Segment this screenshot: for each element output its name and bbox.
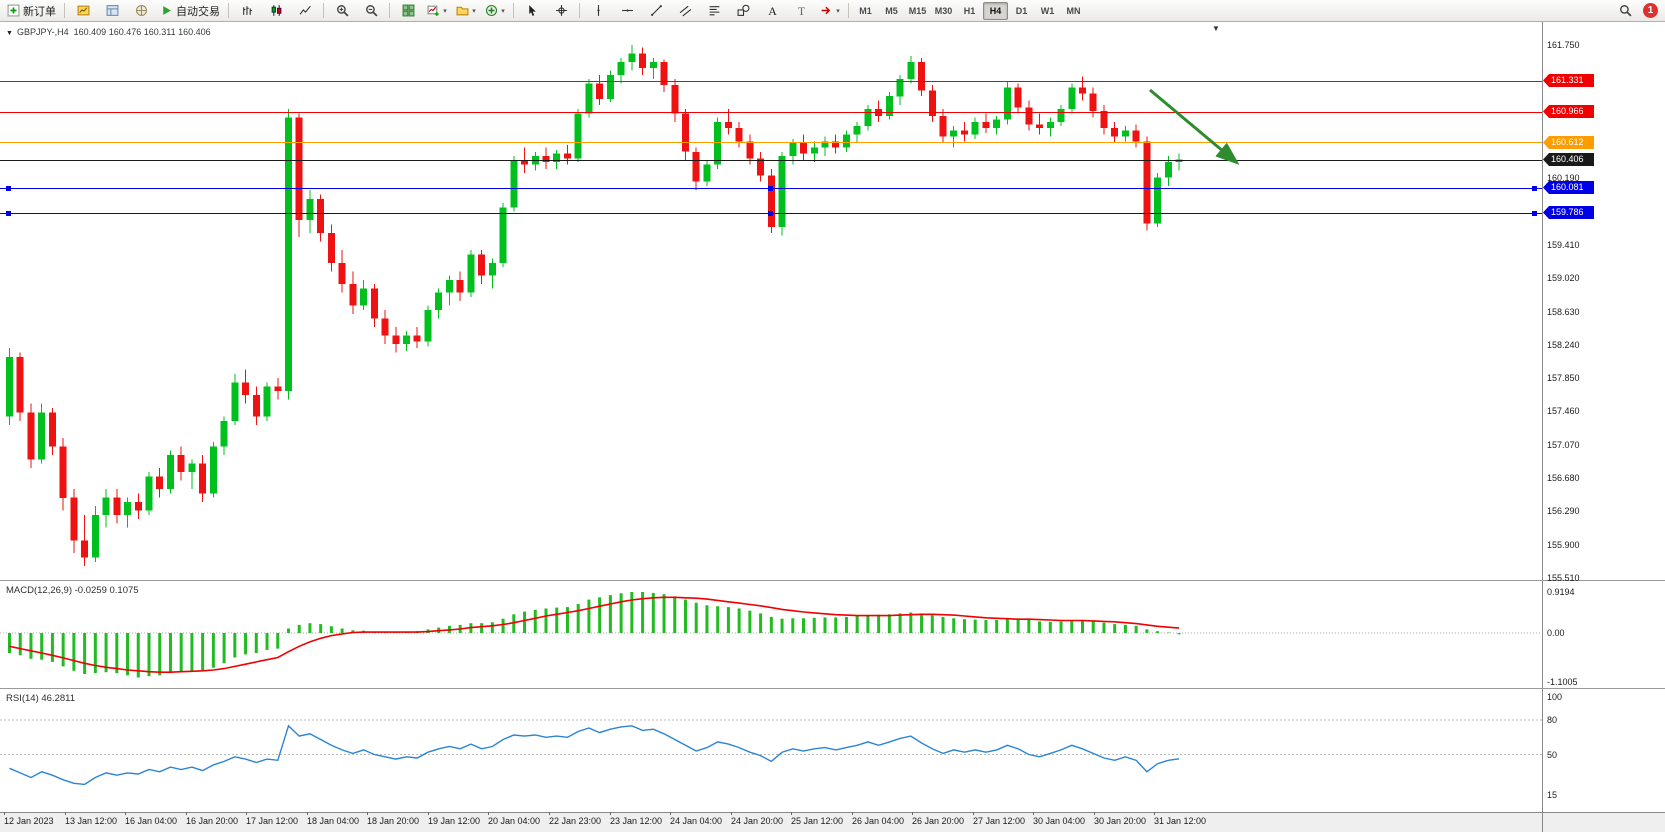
timeframe-W1[interactable]: W1 <box>1040 5 1055 16</box>
timeframe-H4[interactable]: H4 <box>983 1 1008 20</box>
autotrading-button[interactable]: 自动交易 <box>156 1 224 21</box>
vertical-line-button[interactable] <box>584 1 612 21</box>
notification-badge[interactable]: 1 <box>1643 3 1658 18</box>
candlestick-icon <box>271 5 281 16</box>
timeframe-D1[interactable]: D1 <box>1015 5 1028 16</box>
chevron-down-icon: ▾ <box>443 7 447 15</box>
navigator-button[interactable] <box>127 1 155 21</box>
tile-windows-icon <box>402 4 414 17</box>
market-watch-icon <box>77 5 89 16</box>
crosshair-button[interactable] <box>547 1 575 21</box>
profiles-icon <box>456 6 469 16</box>
arrows-button[interactable]: ▾ <box>816 1 844 21</box>
timeframe-M30[interactable]: M30 <box>934 5 953 16</box>
timeframe-M5[interactable]: M5 <box>885 5 898 16</box>
shapes-icon <box>737 4 749 16</box>
toolbar-separator <box>389 3 390 18</box>
new-chart-button[interactable]: ▾ <box>423 1 451 21</box>
toolbar-separator <box>64 3 65 18</box>
bar-chart-icon <box>242 6 252 15</box>
autotrading-icon <box>163 6 171 15</box>
one-click-collapse-icon[interactable]: ▼ <box>6 30 13 37</box>
hline-159.786[interactable] <box>0 211 1542 216</box>
timeframe-H1[interactable]: H1 <box>963 5 976 16</box>
hline-160.081[interactable] <box>0 186 1542 191</box>
cursor-icon <box>528 5 536 16</box>
toolbar-separator <box>848 3 849 18</box>
horizontal-line-icon <box>621 9 633 12</box>
macd-rsi-separator[interactable] <box>0 688 1665 689</box>
toolbar-buttons: 新订单 自动交易 ▾ ▾ ▾ A T ▾ M1 M5 M15 M30 H1 H4 D1 W1 MN <box>3 1 1086 21</box>
chart-title: ▼ GBPJPY-,H4 160.409 160.476 160.311 160.… <box>6 27 211 37</box>
toolbar-separator <box>228 3 229 18</box>
text-icon: A <box>768 4 777 17</box>
search-icon <box>1619 5 1632 17</box>
channel-icon <box>679 5 691 17</box>
trendline-button[interactable] <box>642 1 670 21</box>
trendline-icon <box>650 5 662 16</box>
macd-label: MACD(12,26,9) -0.0259 0.1075 <box>6 585 139 596</box>
tile-windows-button[interactable] <box>394 1 422 21</box>
shapes-button[interactable] <box>729 1 757 21</box>
zoom-out-icon <box>365 5 378 17</box>
cursor-button[interactable] <box>518 1 546 21</box>
indicators-icon <box>486 4 498 17</box>
horizontal-line-button[interactable] <box>613 1 641 21</box>
crosshair-icon <box>555 5 567 16</box>
macd-indicator <box>0 592 1542 678</box>
chart-symbol-label: GBPJPY-,H4 <box>16 27 69 37</box>
chart-ohlc-values: 160.409 160.476 160.311 160.406 <box>73 27 211 37</box>
zoom-in-button[interactable] <box>328 1 356 21</box>
profiles-button[interactable]: ▾ <box>452 1 480 21</box>
toolbar-separator <box>513 3 514 18</box>
svg-text:A: A <box>768 4 777 17</box>
data-window-button[interactable] <box>98 1 126 21</box>
indicators-button[interactable]: ▾ <box>481 1 509 21</box>
autotrading-button-label: 自动交易 <box>176 5 220 18</box>
main-toolbar: 新订单 自动交易 ▾ ▾ ▾ A T ▾ M1 M5 M15 M30 H1 H4 D1 W1 MN 1 <box>0 0 1665 22</box>
main-macd-separator[interactable] <box>0 580 1665 581</box>
arrows-icon <box>821 6 831 15</box>
rsi-indicator <box>0 719 1542 786</box>
label-button[interactable]: T <box>787 1 815 21</box>
toolbar-separator <box>579 3 580 18</box>
search-icon[interactable] <box>1611 1 1639 21</box>
text-button[interactable]: A <box>758 1 786 21</box>
line-chart-icon <box>299 5 311 15</box>
trend-arrow-annotation[interactable] <box>1149 88 1240 165</box>
chevron-down-icon: ▾ <box>836 7 840 15</box>
svg-text:T: T <box>797 4 805 17</box>
chevron-down-icon: ▾ <box>472 7 476 15</box>
new-order-button-label: 新订单 <box>23 5 56 18</box>
timeframe-M1[interactable]: M1 <box>859 5 872 16</box>
new-chart-icon <box>427 5 439 16</box>
new-order-icon <box>7 4 20 17</box>
zoom-in-icon <box>336 5 349 17</box>
bar-chart-button[interactable] <box>233 1 261 21</box>
candlestick-series <box>6 45 1183 566</box>
chevron-down-icon: ▾ <box>501 7 505 15</box>
rsi-label: RSI(14) 46.2811 <box>6 693 76 704</box>
timeframe-M15[interactable]: M15 <box>908 5 927 16</box>
chart-shift-marker[interactable]: ▼ <box>1212 24 1220 33</box>
price-axis-separator <box>1542 22 1543 832</box>
label-icon: T <box>797 4 805 17</box>
toolbar-separator <box>323 3 324 18</box>
channel-button[interactable] <box>671 1 699 21</box>
line-chart-button[interactable] <box>291 1 319 21</box>
timeframe-MN[interactable]: MN <box>1066 5 1081 16</box>
vertical-line-icon <box>596 5 600 16</box>
data-window-icon <box>106 5 118 16</box>
fibonacci-icon <box>709 6 719 16</box>
new-order-button[interactable]: 新订单 <box>3 1 60 21</box>
market-watch-button[interactable] <box>69 1 97 21</box>
fibonacci-button[interactable] <box>700 1 728 21</box>
candlestick-button[interactable] <box>262 1 290 21</box>
navigator-icon <box>135 4 147 17</box>
time-axis[interactable] <box>0 812 1665 832</box>
zoom-out-button[interactable] <box>357 1 385 21</box>
